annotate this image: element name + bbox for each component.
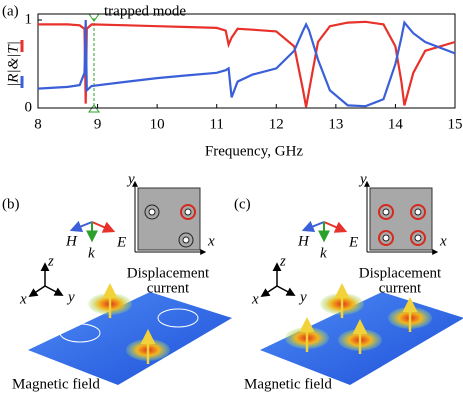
ring [378,230,394,246]
y-tick-label: 0 [25,99,33,115]
arrow [69,220,93,233]
field-plate [28,292,232,385]
y-axis-label: |R|&|T| [5,41,21,87]
arrow [44,285,64,296]
caption: Displacement [127,265,210,281]
axis-symbol: x [251,291,259,307]
plot-frame [37,13,456,109]
axis-symbol: z [47,253,54,269]
series-line [37,19,456,108]
x-tick-label: 11 [209,116,223,132]
axis-symbol: E [116,234,126,250]
axis-symbol: k [88,245,95,261]
ring [59,323,101,343]
axis-symbol: x [439,233,447,249]
ring [157,308,199,328]
arrow [276,285,296,296]
panel-label: (a) [2,3,19,19]
ring-core [382,208,390,216]
axis-symbol: z [279,253,286,269]
ring-core [148,208,156,216]
caption: Magnetic field [244,376,332,392]
axis-symbol: y [126,171,135,187]
ring-core [182,236,190,244]
ring [410,230,426,246]
x-tick-label: 12 [269,116,284,132]
arrow [323,221,348,233]
axis-symbol: y [298,289,307,305]
arrow [28,285,46,297]
arrow [301,220,325,233]
ring-core [414,234,422,242]
ring [144,204,160,220]
arrow [91,221,116,233]
ring [180,204,196,220]
inset [369,187,433,251]
ring [410,204,426,220]
x-axis-label: Frequency, GHz [205,143,304,159]
panel-label: (b) [2,196,20,212]
x-tick-label: 14 [388,116,404,132]
ring [378,204,394,220]
caption: Magnetic field [12,376,100,392]
ring-core [414,208,422,216]
x-tick-label: 10 [150,116,165,132]
caption: Displacement [359,265,442,281]
ring-core [382,234,390,242]
ring-core [184,208,192,216]
axis-symbol: H [297,233,310,249]
axis-symbol: y [358,171,367,187]
panel-label: (c) [234,196,251,212]
x-tick-label: 13 [328,116,343,132]
annotation: trapped mode [104,3,186,19]
series-line [38,20,456,108]
y-tick-label: 1 [25,11,33,27]
axis-symbol: k [320,245,327,261]
axis-symbol: H [65,233,78,249]
axis-symbol: x [19,291,27,307]
axis-symbol: E [348,234,358,250]
x-tick-label: 9 [94,116,102,132]
x-tick-label: 15 [448,116,463,132]
x-tick-label: 8 [34,116,42,132]
axis-symbol: y [66,289,75,305]
arrow [260,285,278,297]
caption: current [147,280,190,296]
axis-symbol: x [207,233,215,249]
caption: current [379,280,422,296]
ring [178,232,194,248]
